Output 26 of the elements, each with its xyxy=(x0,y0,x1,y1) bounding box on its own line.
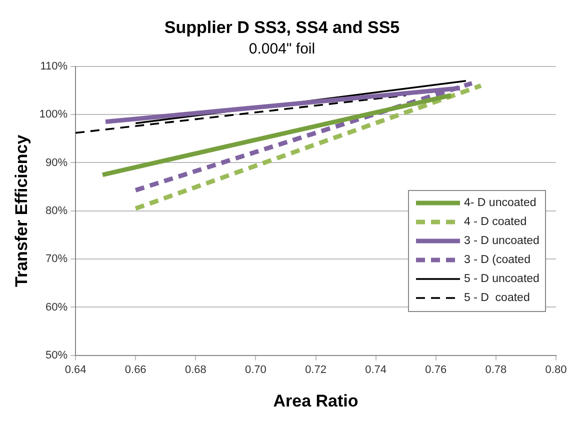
y-tick-label: 70% xyxy=(46,253,68,266)
x-tick-label: 0.70 xyxy=(245,364,266,376)
y-tick-label: 100% xyxy=(39,108,68,121)
x-tick-label: 0.78 xyxy=(485,364,507,376)
y-tick-label: 80% xyxy=(46,204,68,217)
legend-label: 3 - D uncoated xyxy=(464,235,540,248)
x-tick-label: 0.74 xyxy=(365,364,387,376)
y-axis-title: Transfer Efficiency xyxy=(12,134,31,287)
x-tick-label: 0.80 xyxy=(545,364,567,376)
x-tick-label: 0.76 xyxy=(425,364,447,376)
chart-subtitle: 0.004" foil xyxy=(248,40,316,58)
x-tick-label: 0.64 xyxy=(64,364,86,376)
legend-label: 4 - D coated xyxy=(464,216,527,228)
chart-title: Supplier D SS3, SS4 and SS5 xyxy=(164,18,400,37)
x-tick-label: 0.72 xyxy=(305,364,326,376)
x-tick-label: 0.68 xyxy=(184,364,206,376)
legend-label: 4- D uncoated xyxy=(464,197,536,210)
x-axis-title: Area Ratio xyxy=(273,391,358,410)
y-tick-label: 110% xyxy=(40,60,68,72)
y-tick-label: 60% xyxy=(46,301,68,314)
legend-label: 3 - D (coated xyxy=(464,254,530,266)
legend-label: 5 - D uncoated xyxy=(464,273,540,286)
y-tick-label: 50% xyxy=(46,349,68,362)
legend-label: 5 - D coated xyxy=(464,292,530,304)
y-tick-label: 90% xyxy=(46,156,68,169)
x-tick-label: 0.66 xyxy=(124,364,146,376)
